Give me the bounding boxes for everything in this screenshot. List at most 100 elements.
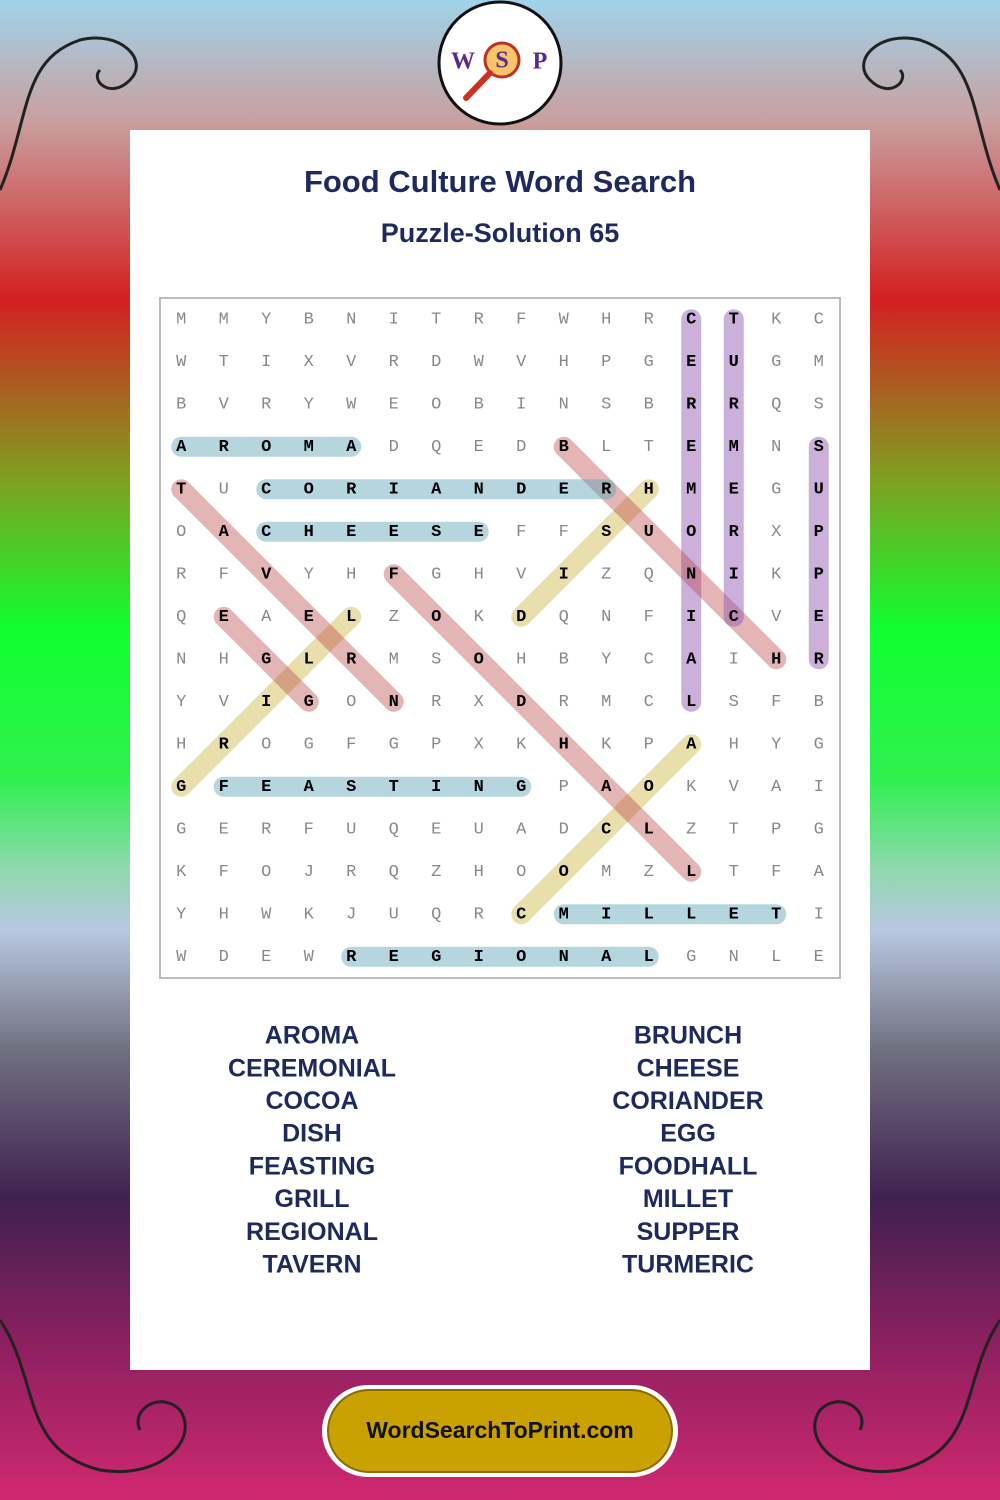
grid-letter: O <box>261 863 271 882</box>
grid-letter: X <box>304 353 314 372</box>
grid-letter: J <box>304 863 314 882</box>
grid-letter: P <box>644 736 654 755</box>
grid-letter: A <box>771 778 782 797</box>
grid-letter: M <box>389 651 399 670</box>
grid-letter: H <box>176 736 186 755</box>
grid-letter: W <box>176 353 187 372</box>
grid-letter: Q <box>559 608 569 627</box>
grid-letter: U <box>389 906 399 925</box>
grid-letter: V <box>219 693 230 712</box>
grid-letter: C <box>729 608 739 627</box>
grid-letter: G <box>176 778 186 797</box>
grid-letter: M <box>601 863 611 882</box>
grid-letter: D <box>559 821 569 840</box>
grid-letter: W <box>176 948 187 967</box>
solution-highlight <box>511 479 659 627</box>
footer-site: WordSearchToPrint.com <box>366 1417 634 1443</box>
grid-letter: R <box>346 863 356 882</box>
grid-letter: H <box>559 736 569 755</box>
grid-letter: G <box>644 353 654 372</box>
grid-letter: A <box>219 523 230 542</box>
grid-letter: I <box>261 353 271 372</box>
grid-letter: H <box>601 311 611 330</box>
ornaments <box>0 36 1000 1473</box>
word-list-item: COCOA <box>265 1087 358 1115</box>
grid-letter: M <box>729 438 739 457</box>
grid-letter: A <box>686 736 697 755</box>
grid-letter: Z <box>389 608 399 627</box>
grid-letter: D <box>516 481 526 500</box>
grid-letter: S <box>431 523 441 542</box>
grid-letter: K <box>686 778 697 797</box>
grid-letter: A <box>601 948 612 967</box>
grid-letter: Q <box>431 438 441 457</box>
grid-letter: R <box>431 693 441 712</box>
grid-letter: I <box>814 778 824 797</box>
grid-letter: C <box>516 906 526 925</box>
grid-letter: L <box>601 438 611 457</box>
word-list-item: EGG <box>660 1120 716 1148</box>
grid-letter: M <box>559 906 569 925</box>
grid-letter: O <box>431 608 441 627</box>
solution-highlight <box>553 436 787 670</box>
grid-letter: R <box>346 948 357 967</box>
grid-letter: F <box>219 778 229 797</box>
grid-letter: A <box>516 821 527 840</box>
grid-letter: H <box>729 736 739 755</box>
grid-letter: T <box>729 863 739 882</box>
grid-letter: N <box>771 438 781 457</box>
grid-letter: L <box>686 906 696 925</box>
grid-letter: T <box>219 353 229 372</box>
grid-letter: K <box>771 566 782 585</box>
grid-letter: I <box>516 396 526 415</box>
grid-letter: K <box>304 906 315 925</box>
grid-letter: N <box>389 693 399 712</box>
grid-letter: X <box>474 736 484 755</box>
grid-letter: F <box>516 523 526 542</box>
grid-letter: O <box>304 481 314 500</box>
grid-letter: Y <box>304 396 314 415</box>
grid-letter: R <box>389 353 399 372</box>
word-list-item: SUPPER <box>637 1218 740 1246</box>
grid-letter: Z <box>431 863 441 882</box>
grid-letter: K <box>176 863 187 882</box>
grid-letter: T <box>771 906 781 925</box>
grid-letter: E <box>389 948 399 967</box>
grid-letter: P <box>559 778 569 797</box>
grid-letter: E <box>389 396 399 415</box>
grid-letter: O <box>559 863 569 882</box>
grid-letter: U <box>219 481 229 500</box>
grid-letter: U <box>644 523 654 542</box>
grid-letter: R <box>176 566 186 585</box>
word-list-item: CORIANDER <box>612 1087 763 1115</box>
grid-letter: X <box>771 523 781 542</box>
subtitle: Puzzle-Solution 65 <box>381 218 620 248</box>
grid-letter: B <box>814 693 824 712</box>
grid-letter: R <box>219 438 230 457</box>
grid-letter: C <box>261 523 271 542</box>
grid-letter: V <box>771 608 782 627</box>
grid-letter: C <box>686 311 696 330</box>
grid-letter: R <box>644 311 654 330</box>
grid-letter: F <box>559 523 569 542</box>
grid-letter: G <box>814 821 824 840</box>
grid-letter: R <box>261 396 271 415</box>
grid-letter: G <box>814 736 824 755</box>
grid-letter: P <box>814 566 824 585</box>
grid-letter: B <box>304 311 314 330</box>
grid-letter: H <box>559 353 569 372</box>
grid-letter: T <box>729 821 739 840</box>
grid-letter: G <box>389 736 399 755</box>
word-list-item: BRUNCH <box>634 1022 742 1050</box>
grid-letter: R <box>261 821 271 840</box>
grid-letter: O <box>516 948 526 967</box>
grid-letter: K <box>516 736 527 755</box>
grid-letter: K <box>474 608 485 627</box>
grid-letter: W <box>346 396 357 415</box>
grid-letter: O <box>261 736 271 755</box>
grid-letter: H <box>516 651 526 670</box>
grid-letter: E <box>431 821 441 840</box>
grid-letter: S <box>814 396 824 415</box>
grid-letter: F <box>516 311 526 330</box>
